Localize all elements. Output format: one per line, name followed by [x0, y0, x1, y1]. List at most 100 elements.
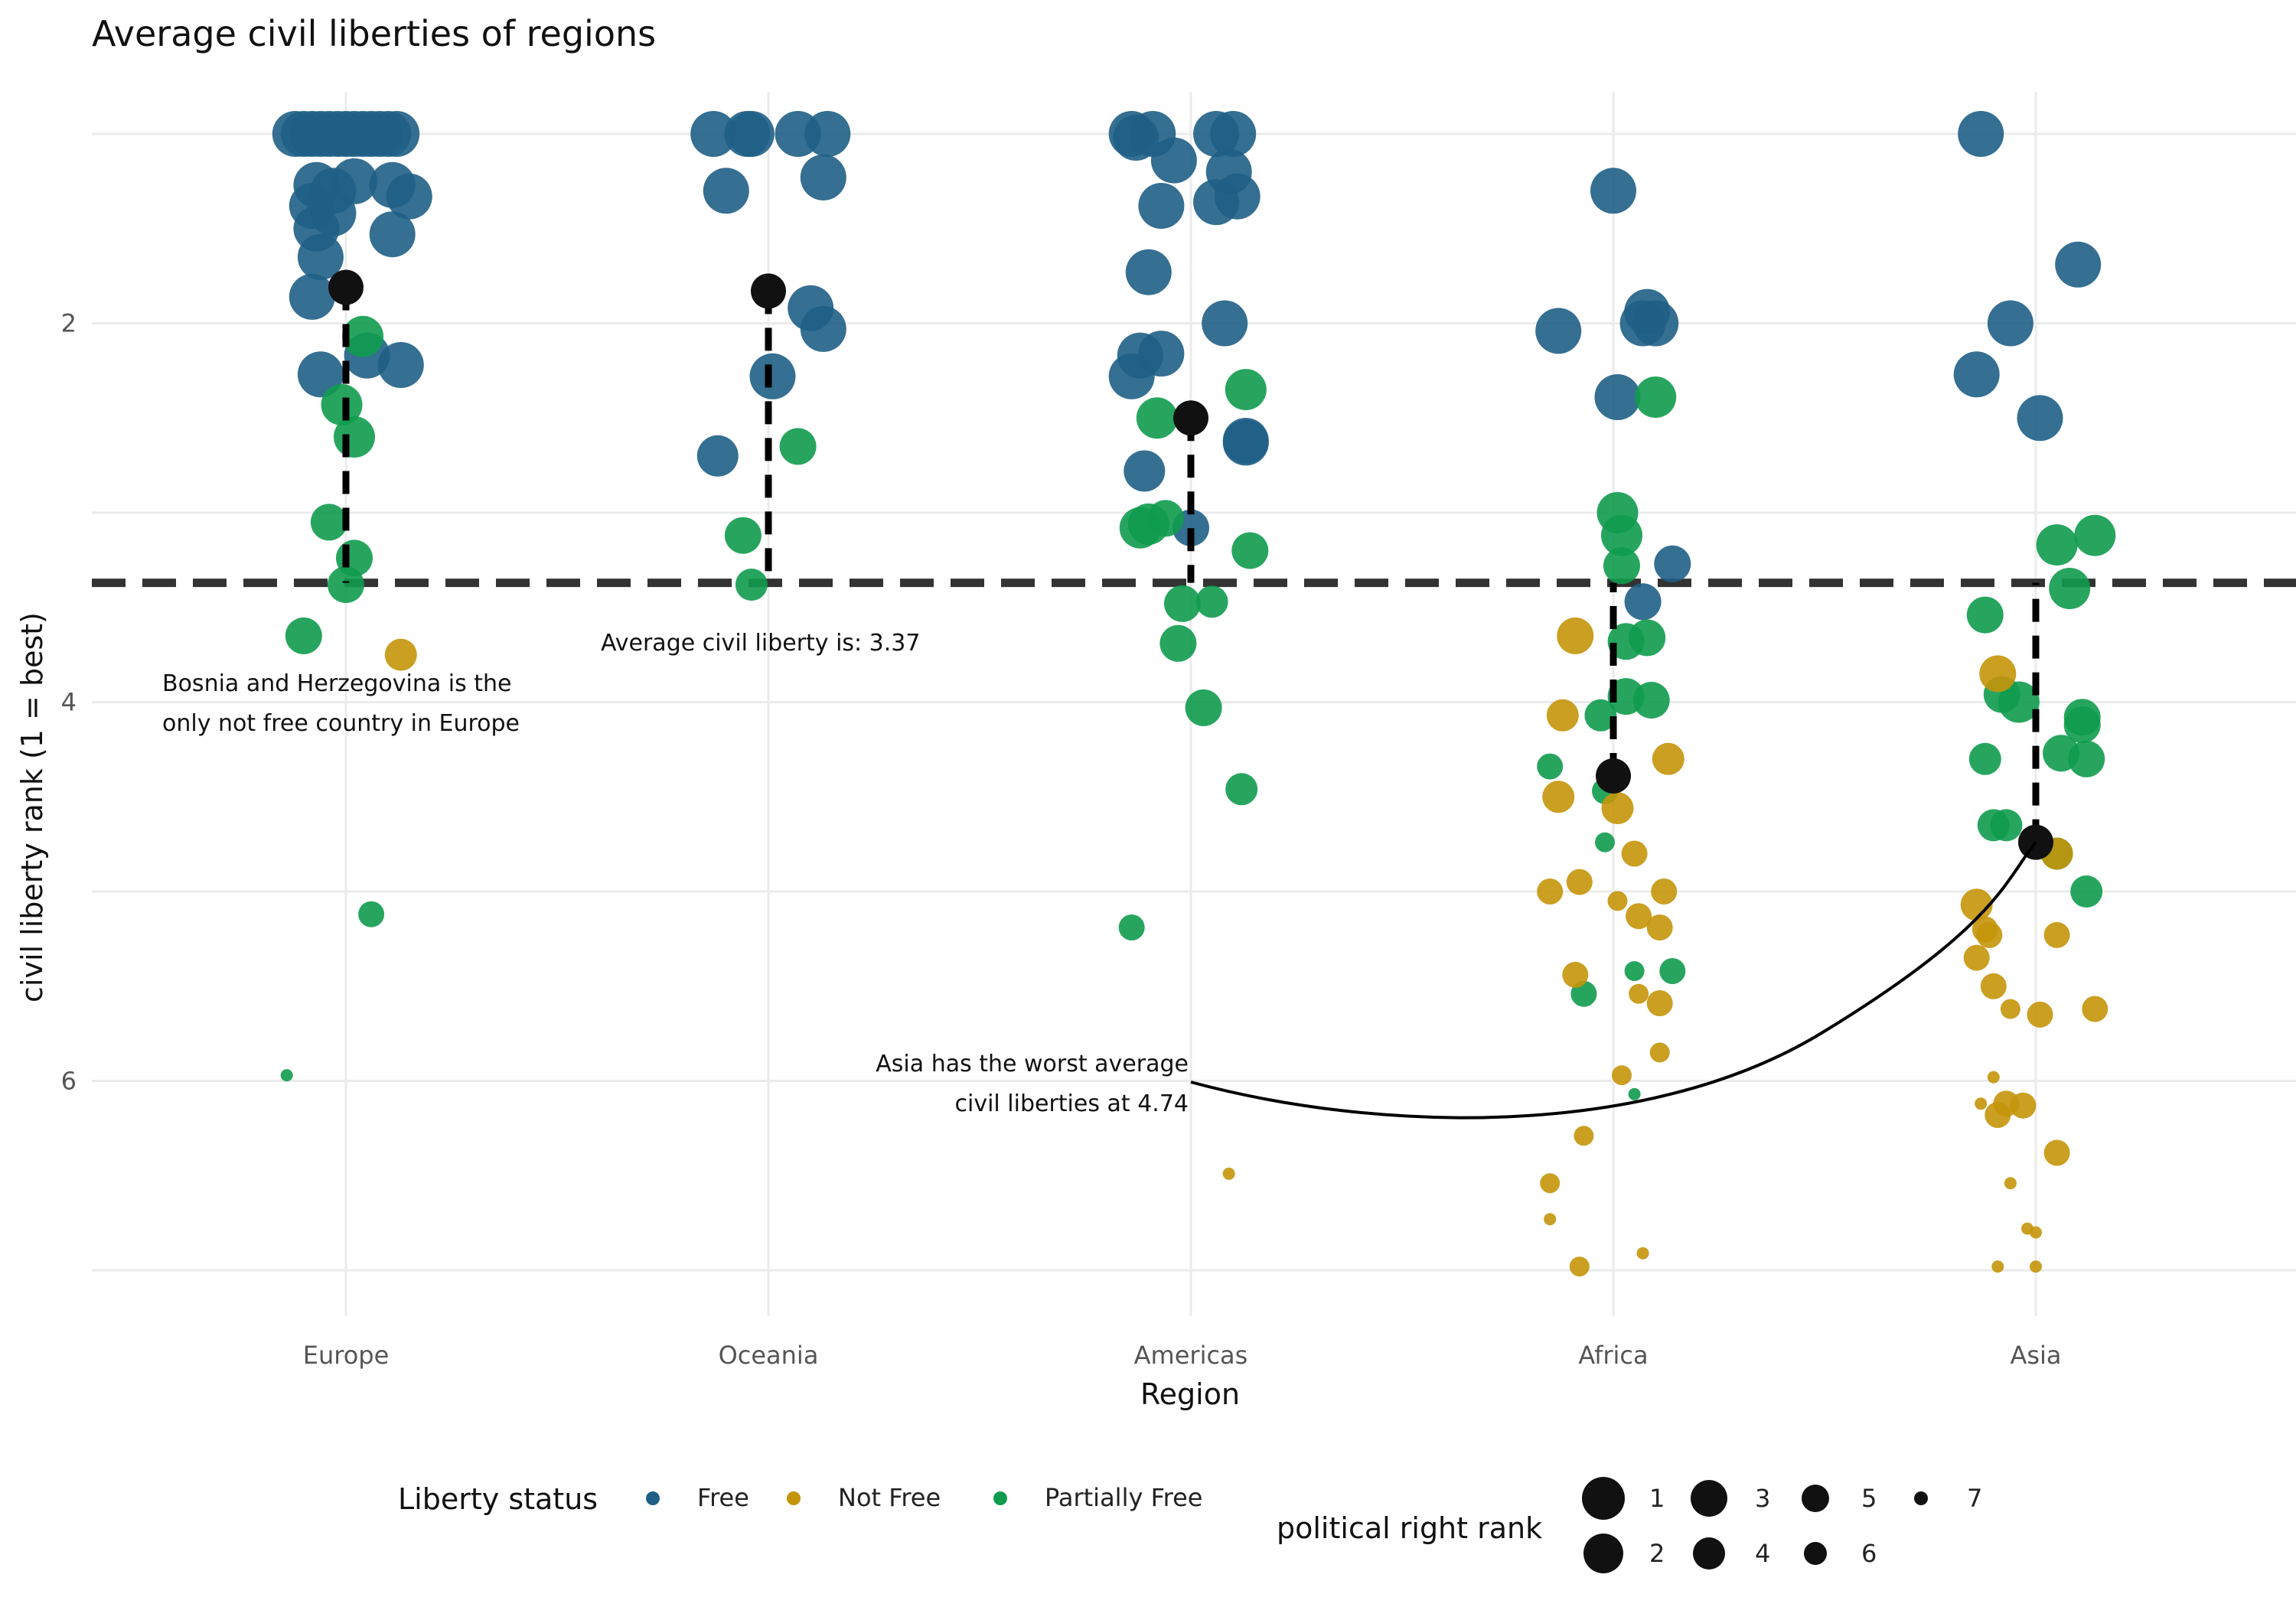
x-tick-label: Europe: [303, 1341, 390, 1370]
data-point: [1569, 1257, 1590, 1277]
data-point: [1612, 1065, 1632, 1086]
y-tick-label: 4: [61, 688, 77, 717]
data-point: [1225, 369, 1267, 411]
data-point: [280, 1069, 293, 1082]
data-point: [358, 901, 385, 927]
data-point: [2036, 524, 2078, 566]
data-point: [1626, 903, 1652, 930]
legend-size-label: 4: [1755, 1539, 1770, 1568]
legend-color-swatch: [993, 1491, 1007, 1505]
data-point: [1590, 168, 1636, 214]
data-point: [1584, 699, 1617, 732]
data-point: [1159, 624, 1197, 662]
data-point: [1124, 450, 1166, 492]
data-point: [1979, 655, 2017, 693]
data-point: [1968, 742, 2001, 775]
data-point: [1990, 809, 2023, 842]
x-axis-ticks: Europe Oceania Americas Africa Asia: [303, 1341, 2062, 1370]
data-point: [1537, 753, 1564, 780]
data-point: [779, 428, 817, 465]
region-mean-marker: [328, 269, 364, 305]
legend-size-swatch: [1691, 1480, 1727, 1517]
data-point: [1210, 111, 1257, 157]
data-point: [386, 173, 432, 220]
data-point: [1164, 585, 1201, 622]
data-point: [1601, 792, 1634, 825]
data-point: [1146, 500, 1184, 537]
data-point: [1118, 914, 1145, 940]
data-point: [1628, 1087, 1641, 1100]
data-point: [1652, 742, 1684, 775]
bosnia-annotation-line: only not free country in Europe: [162, 710, 520, 737]
region-mean-marker: [1173, 400, 1208, 436]
data-point: [2063, 706, 2101, 744]
data-point: [1544, 1213, 1557, 1226]
asia-annotation-curve: [1190, 841, 2037, 1120]
data-point: [800, 154, 846, 200]
data-point: [331, 111, 377, 157]
data-point: [1651, 878, 1678, 905]
legend-size-label: 7: [1967, 1484, 1982, 1513]
data-point: [2027, 1001, 2053, 1028]
data-point: [297, 351, 344, 398]
data-point: [1629, 983, 1649, 1004]
legend-size-label: 1: [1649, 1484, 1665, 1513]
asia-annotation-line: Asia has the worst average: [876, 1051, 1189, 1077]
data-point: [1136, 397, 1178, 439]
data-point: [1108, 353, 1155, 399]
data-point: [1998, 681, 2040, 723]
region-means: [328, 269, 2053, 860]
data-point: [2074, 514, 2116, 556]
data-point: [735, 569, 768, 601]
x-tick-label: Oceania: [719, 1341, 819, 1370]
data-point: [1649, 1042, 1670, 1063]
data-point: [297, 233, 344, 280]
data-point: [342, 315, 384, 357]
data-point: [1646, 990, 1673, 1016]
data-point: [1557, 617, 1594, 654]
data-point: [1953, 351, 2000, 398]
data-point: [2043, 1139, 2070, 1166]
data-point: [285, 617, 322, 654]
data-point: [328, 566, 364, 603]
data-point: [724, 517, 762, 554]
data-point: [1603, 547, 1640, 585]
data-point: [2017, 395, 2063, 442]
data-point: [1980, 973, 2007, 999]
data-point: [1594, 374, 1641, 420]
data-point: [1574, 1126, 1594, 1146]
data-point: [1542, 781, 1575, 813]
legend-size-label: 6: [1861, 1539, 1877, 1568]
data-point: [1635, 376, 1677, 418]
chart-title: Average civil liberties of regions: [92, 13, 656, 54]
annotations: Average civil liberty is: 3.37 Bosnia and…: [162, 630, 2037, 1120]
legend-color-label: Partially Free: [1045, 1483, 1202, 1512]
data-point: [310, 504, 347, 541]
legend-size-swatch: [1804, 1542, 1827, 1565]
data-point: [1976, 921, 2003, 948]
asia-annotation-line: civil liberties at 4.74: [955, 1090, 1189, 1117]
x-axis-title: Region: [1140, 1377, 1240, 1411]
data-point: [1646, 914, 1673, 940]
legend-size-label: 2: [1649, 1539, 1665, 1568]
x-tick-label: Americas: [1134, 1341, 1248, 1370]
data-point: [1202, 300, 1248, 347]
data-point: [1985, 1102, 2011, 1128]
legend-color-label: Free: [697, 1483, 749, 1512]
data-point: [1632, 300, 1679, 347]
data-point: [1125, 249, 1172, 295]
data-point: [1537, 878, 1564, 905]
data-point: [1636, 1247, 1649, 1260]
y-tick-label: 2: [61, 309, 77, 338]
data-point: [1659, 958, 1686, 984]
data-point: [1222, 419, 1269, 466]
bosnia-annotation-line: Bosnia and Herzegovina is the: [162, 670, 512, 697]
data-point: [1195, 585, 1228, 618]
data-point: [334, 416, 375, 458]
legend-size-swatch: [1583, 1534, 1623, 1573]
data-point: [1607, 891, 1628, 911]
data-point: [1214, 173, 1261, 220]
legend-color-swatch: [646, 1491, 660, 1505]
y-tick-label: 6: [61, 1067, 77, 1096]
legend-color-title: Liberty status: [398, 1482, 598, 1516]
